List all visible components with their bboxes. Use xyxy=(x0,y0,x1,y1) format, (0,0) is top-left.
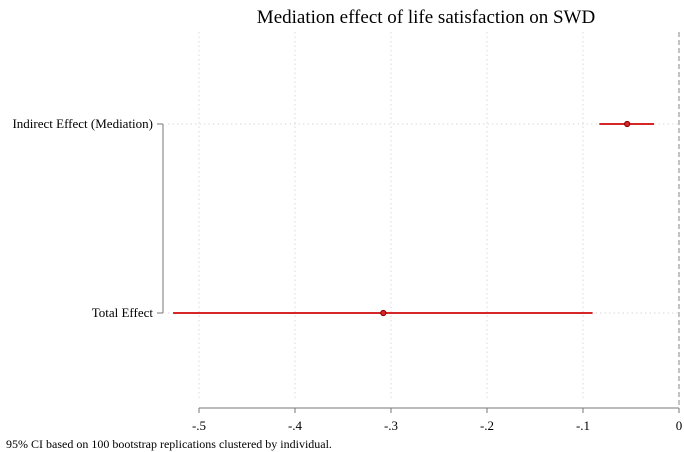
y-category-label: Indirect Effect (Mediation) xyxy=(12,116,153,131)
x-tick-label: 0 xyxy=(676,418,683,433)
x-tick-label: -.2 xyxy=(480,418,494,433)
y-category-label: Total Effect xyxy=(92,305,154,320)
x-axis-ticks: -.5 -.4 -.3 -.2 -.1 0 xyxy=(192,408,682,433)
point-estimate xyxy=(380,309,387,317)
grid-lines xyxy=(168,32,680,408)
y-axis-labels: Indirect Effect (Mediation) Total Effect xyxy=(12,116,163,320)
estimate-marks xyxy=(173,120,655,317)
chart-title: Mediation effect of life satisfaction on… xyxy=(257,7,595,28)
x-tick-label: -.1 xyxy=(576,418,590,433)
point-estimate xyxy=(624,120,631,128)
x-tick-label: -.5 xyxy=(192,418,206,433)
x-tick-label: -.3 xyxy=(384,418,398,433)
axes xyxy=(162,124,679,409)
x-tick-label: -.4 xyxy=(288,418,303,433)
chart-note: 95% CI based on 100 bootstrap replicatio… xyxy=(6,437,332,451)
